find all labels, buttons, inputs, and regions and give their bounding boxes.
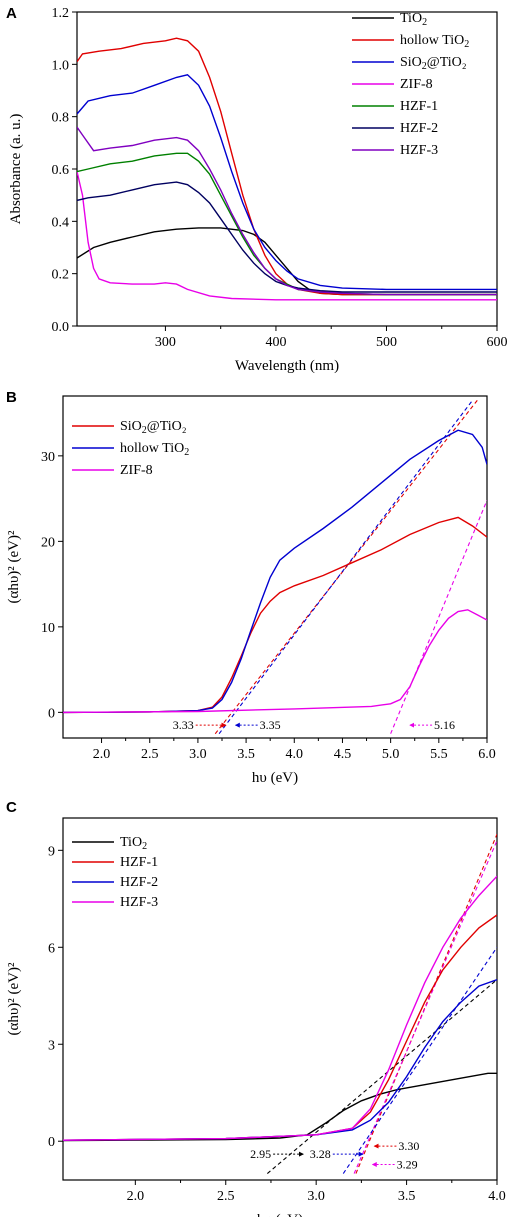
- panel-b-fit-line: [214, 399, 478, 735]
- panel-a-legend-label: SiO2@TiO₂: [400, 55, 467, 72]
- panel-a-legend-subscript: 2: [422, 17, 427, 28]
- panel-a-legend-label: hollow TiO2: [400, 33, 469, 50]
- panel-a-x-axis-title: Wavelength (nm): [235, 358, 339, 374]
- panel-b: B 2.0 2.5 3.0 3.5 4.0 4.5 5.0 5.5 6.0 0 10 20 30 hυ (…: [6, 389, 496, 786]
- panel-c-y-tick-label: 6: [48, 941, 55, 956]
- panel-a-legend-subscript: 2: [464, 39, 469, 50]
- panel-c-y-tick-label: 0: [48, 1135, 55, 1150]
- panel-c-plot-frame: [62, 817, 498, 1181]
- panel-a-series-line: [77, 37, 497, 296]
- panel-a-y-axis-title: Absorbance (a. u.): [8, 114, 24, 225]
- panel-a-y-tick-label: 0.6: [52, 163, 70, 178]
- panel-b-y-tick-label: 0: [48, 706, 55, 721]
- panel-c-annotation-label: 2.95: [250, 1147, 271, 1161]
- panel-b-x-tick-label: 5.5: [430, 747, 448, 762]
- panel-a-y-tick-label: 1.0: [52, 58, 70, 73]
- panel-b-annotation-label: 5.16: [434, 718, 455, 732]
- panel-c-x-tick-label: 4.0: [488, 1189, 506, 1204]
- panel-b-y-tick-label: 30: [41, 450, 55, 465]
- panel-a-x-tick-label: 400: [265, 335, 286, 350]
- panel-c-series-line: [63, 914, 497, 1141]
- panel-a-series-line: [77, 181, 497, 293]
- panel-b-x-tick-label: 2.0: [93, 747, 111, 762]
- panel-b-fit-line: [390, 500, 487, 734]
- panel-b-legend-label: hollow TiO2: [120, 441, 189, 458]
- panel-a-series-line: [77, 74, 497, 291]
- panel-c-annotation-label: 3.30: [398, 1139, 419, 1153]
- panel-b-x-axis-title: hυ (eV): [252, 770, 298, 786]
- panel-a-y-tick-label: 0.8: [52, 111, 70, 126]
- panel-c-fit-line: [266, 979, 497, 1174]
- panel-c-x-tick-label: 3.0: [307, 1189, 325, 1204]
- panel-a-series-line: [77, 152, 497, 296]
- panel-b-x-tick-label: 4.0: [286, 747, 304, 762]
- panel-b-x-tick-label: 3.5: [237, 747, 255, 762]
- panel-b-legend-suffix: @TiO₂: [147, 419, 187, 434]
- panel-c-x-tick-label: 2.5: [217, 1189, 235, 1204]
- panel-c-legend-label: HZF-3: [120, 895, 158, 910]
- panel-b-x-tick-label: 2.5: [141, 747, 159, 762]
- panel-c-x-tick-label: 2.0: [127, 1189, 145, 1204]
- panel-c: C 2.0 2.5 3.0 3.5 4.0 0 3 6 9 hυ (eV) (αhυ)² (eV)²…: [6, 799, 506, 1217]
- panel-c-annotation-label: 3.29: [397, 1157, 418, 1171]
- panel-a-legend-label: ZIF-8: [400, 77, 433, 92]
- panel-a-legend-suffix: @TiO₂: [427, 55, 467, 70]
- panel-b-series-line: [63, 429, 487, 714]
- panel-a-series-line: [77, 171, 497, 301]
- panel-a: A 300 400 500 600 0.0 0.2 0.4 0.6 0.8 1.0 1.2 Wavel…: [6, 5, 508, 374]
- panel-c-fit-line: [353, 840, 497, 1174]
- panel-a-legend-label: TiO2: [400, 11, 427, 28]
- panel-b-y-axis-title: (αhυ)² (eV)²: [6, 530, 22, 604]
- panel-c-series-line: [63, 875, 497, 1141]
- panel-c-legend-label: HZF-2: [120, 875, 158, 890]
- panel-b-series-line: [63, 609, 487, 714]
- panel-b-legend-label: ZIF-8: [120, 463, 153, 478]
- panel-a-y-tick-label: 1.2: [52, 6, 70, 21]
- panel-b-legend-subscript: 2: [184, 447, 189, 458]
- panel-b-annotation-label: 3.33: [173, 718, 194, 732]
- panel-b-x-tick-label: 6.0: [478, 747, 496, 762]
- panel-c-y-tick-label: 9: [48, 844, 55, 859]
- panel-a-x-tick-label: 500: [376, 335, 397, 350]
- panel-a-y-tick-label: 0.0: [52, 320, 70, 335]
- panel-b-y-tick-label: 20: [41, 535, 55, 550]
- panel-b-legend-subscript: 2: [142, 425, 147, 436]
- panel-c-series-line: [63, 1072, 497, 1142]
- panel-a-legend-label: HZF-2: [400, 121, 438, 136]
- panel-c-y-tick-label: 3: [48, 1038, 55, 1053]
- panel-c-label: C: [6, 799, 17, 816]
- panel-c-annotation-label: 3.28: [310, 1147, 331, 1161]
- panel-b-x-tick-label: 4.5: [334, 747, 352, 762]
- panel-b-legend-label: SiO2@TiO₂: [120, 419, 187, 436]
- panel-a-y-tick-label: 0.2: [52, 268, 70, 283]
- panel-b-x-tick-label: 5.0: [382, 747, 400, 762]
- panel-b-plot-frame: [62, 395, 488, 739]
- panel-b-label: B: [6, 389, 17, 406]
- panel-b-x-tick-label: 3.0: [189, 747, 207, 762]
- panel-a-legend-subscript: 2: [422, 61, 427, 72]
- panel-c-legend-label: HZF-1: [120, 855, 158, 870]
- panel-a-y-tick-label: 0.4: [52, 215, 70, 230]
- panel-a-x-tick-label: 300: [155, 335, 176, 350]
- panel-c-legend-label: TiO2: [120, 835, 147, 852]
- panel-c-legend-subscript: 2: [142, 841, 147, 852]
- panel-b-annotation-label: 3.35: [260, 718, 281, 732]
- panel-a-label: A: [6, 5, 17, 22]
- panel-c-x-tick-label: 3.5: [398, 1189, 416, 1204]
- panel-b-series-line: [63, 516, 487, 714]
- panel-c-fit-line: [342, 946, 497, 1174]
- panel-c-y-axis-title: (αhυ)² (eV)²: [6, 962, 22, 1036]
- panel-b-y-tick-label: 10: [41, 621, 55, 636]
- panel-a-legend-label: HZF-3: [400, 143, 438, 158]
- panel-a-x-tick-label: 600: [487, 335, 508, 350]
- panel-a-legend-label: HZF-1: [400, 99, 438, 114]
- panel-c-series-line: [63, 978, 497, 1141]
- panel-c-x-axis-title: hυ (eV): [257, 1212, 303, 1217]
- panel-a-series-line: [77, 126, 497, 296]
